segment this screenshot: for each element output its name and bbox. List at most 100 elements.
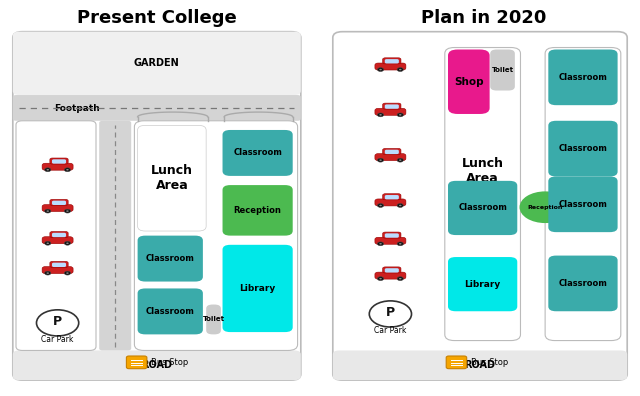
Circle shape (380, 160, 382, 161)
FancyBboxPatch shape (448, 257, 517, 311)
Text: Classroom: Classroom (559, 144, 607, 153)
Circle shape (378, 242, 383, 246)
Text: Classroom: Classroom (559, 73, 607, 82)
Text: ROAD: ROAD (465, 360, 495, 370)
Circle shape (369, 301, 412, 327)
Text: Bus Stop: Bus Stop (470, 358, 508, 367)
FancyBboxPatch shape (42, 237, 73, 244)
FancyBboxPatch shape (134, 121, 298, 350)
Circle shape (378, 113, 383, 117)
FancyBboxPatch shape (52, 233, 66, 237)
Text: P: P (53, 315, 62, 328)
Text: Library: Library (239, 284, 276, 293)
FancyBboxPatch shape (375, 237, 406, 244)
Circle shape (66, 242, 68, 244)
Circle shape (380, 243, 382, 245)
Circle shape (47, 242, 49, 244)
FancyBboxPatch shape (383, 148, 401, 154)
FancyBboxPatch shape (548, 255, 618, 311)
FancyBboxPatch shape (42, 267, 73, 274)
FancyBboxPatch shape (385, 105, 399, 109)
FancyBboxPatch shape (385, 233, 399, 238)
FancyBboxPatch shape (13, 32, 301, 380)
Text: Classroom: Classroom (458, 204, 507, 213)
Circle shape (397, 242, 403, 246)
Text: Toilet: Toilet (492, 67, 513, 73)
FancyBboxPatch shape (13, 32, 301, 95)
Circle shape (378, 204, 383, 208)
FancyBboxPatch shape (99, 121, 131, 350)
FancyBboxPatch shape (52, 201, 66, 205)
Text: Classroom: Classroom (233, 148, 282, 158)
FancyBboxPatch shape (52, 263, 66, 267)
FancyBboxPatch shape (548, 177, 618, 232)
Circle shape (47, 210, 49, 212)
FancyBboxPatch shape (52, 159, 66, 164)
FancyBboxPatch shape (333, 32, 627, 380)
Circle shape (397, 204, 403, 208)
Circle shape (65, 168, 70, 172)
FancyBboxPatch shape (223, 185, 292, 236)
FancyBboxPatch shape (223, 245, 292, 332)
FancyBboxPatch shape (375, 272, 406, 279)
FancyBboxPatch shape (448, 50, 490, 114)
Circle shape (399, 278, 401, 280)
Text: Car Park: Car Park (374, 326, 406, 335)
FancyBboxPatch shape (445, 48, 520, 341)
Circle shape (380, 205, 382, 206)
Circle shape (399, 69, 401, 70)
FancyBboxPatch shape (385, 268, 399, 272)
FancyBboxPatch shape (375, 109, 406, 115)
Text: Reception: Reception (234, 206, 282, 215)
Circle shape (397, 277, 403, 281)
Text: Classroom: Classroom (146, 254, 195, 263)
Circle shape (66, 169, 68, 171)
FancyBboxPatch shape (545, 48, 621, 341)
FancyBboxPatch shape (383, 267, 401, 273)
Circle shape (399, 114, 401, 116)
Circle shape (65, 271, 70, 275)
Circle shape (397, 158, 403, 162)
FancyBboxPatch shape (448, 181, 517, 235)
Circle shape (378, 68, 383, 72)
Text: Lunch
Area: Lunch Area (151, 164, 193, 192)
Text: Footpath: Footpath (54, 104, 100, 112)
FancyBboxPatch shape (50, 158, 68, 164)
Circle shape (397, 68, 403, 72)
Circle shape (520, 191, 571, 223)
Circle shape (380, 114, 382, 116)
FancyBboxPatch shape (446, 356, 467, 369)
Circle shape (45, 271, 51, 275)
FancyBboxPatch shape (13, 95, 301, 121)
Circle shape (66, 272, 68, 274)
FancyBboxPatch shape (375, 199, 406, 206)
FancyBboxPatch shape (383, 103, 401, 109)
Text: GARDEN: GARDEN (134, 58, 180, 69)
Circle shape (380, 278, 382, 280)
Circle shape (65, 209, 70, 213)
Text: Car Park: Car Park (42, 335, 74, 344)
Circle shape (66, 210, 68, 212)
FancyBboxPatch shape (138, 288, 203, 334)
Circle shape (380, 69, 382, 70)
FancyBboxPatch shape (548, 50, 618, 105)
FancyBboxPatch shape (42, 163, 73, 170)
FancyBboxPatch shape (385, 59, 399, 63)
FancyBboxPatch shape (50, 261, 68, 267)
Circle shape (47, 272, 49, 274)
Circle shape (397, 113, 403, 117)
FancyBboxPatch shape (16, 121, 96, 350)
Circle shape (47, 169, 49, 171)
FancyBboxPatch shape (548, 121, 618, 177)
Text: Shop: Shop (454, 77, 484, 87)
Text: Present College: Present College (77, 9, 237, 27)
Circle shape (399, 205, 401, 206)
FancyBboxPatch shape (333, 350, 627, 380)
Circle shape (378, 277, 383, 281)
FancyBboxPatch shape (42, 205, 73, 211)
Circle shape (45, 168, 51, 172)
FancyBboxPatch shape (375, 154, 406, 161)
Text: Reception: Reception (527, 205, 563, 210)
Text: Classroom: Classroom (559, 279, 607, 288)
FancyBboxPatch shape (375, 63, 406, 70)
